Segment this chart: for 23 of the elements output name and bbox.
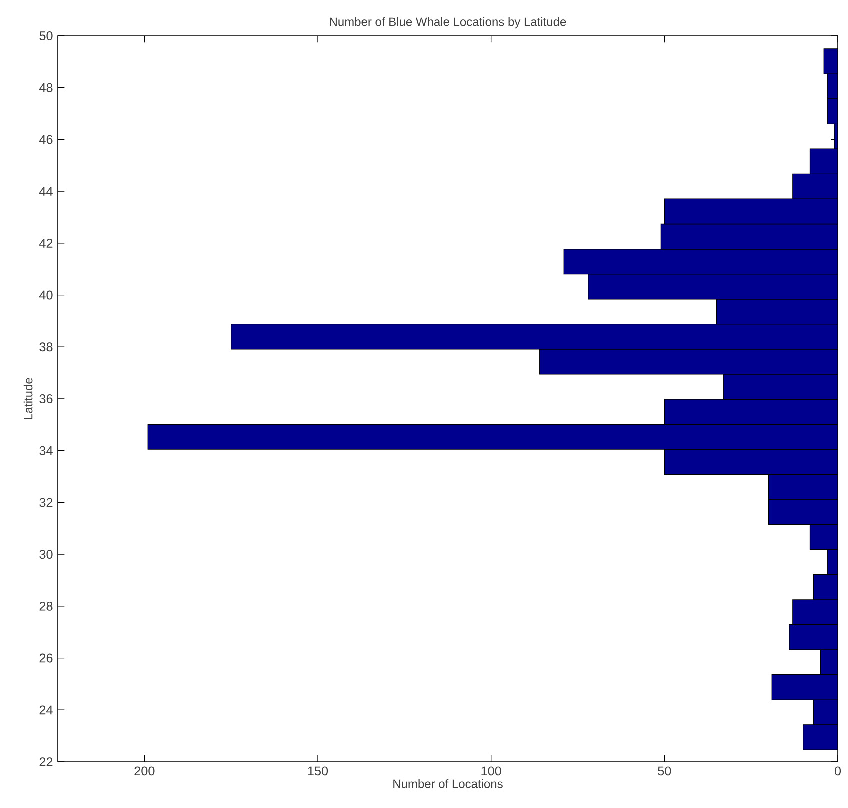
y-tick-label: 40 bbox=[39, 290, 53, 300]
y-tick-label: 34 bbox=[40, 446, 53, 456]
x-tick-label: 150 bbox=[308, 766, 328, 776]
y-axis-title: Latitude bbox=[24, 378, 33, 420]
y-tick-label: 38 bbox=[40, 342, 53, 352]
y-tick-label: 26 bbox=[40, 654, 53, 663]
x-axis-title: Number of Locations bbox=[394, 779, 503, 788]
x-tick-label: 200 bbox=[134, 766, 155, 776]
x-tick-label: 50 bbox=[658, 766, 672, 776]
y-tick-label: 32 bbox=[40, 498, 53, 508]
y-tick-label: 36 bbox=[40, 394, 53, 404]
y-tick-label: 42 bbox=[39, 239, 53, 248]
y-tick-label: 48 bbox=[39, 83, 53, 92]
x-tick-label: 100 bbox=[482, 766, 502, 776]
y-tick-label: 46 bbox=[39, 135, 53, 144]
y-tick-label: 44 bbox=[39, 187, 53, 196]
y-tick-label: 28 bbox=[40, 602, 53, 611]
chart-title: Number of Blue Whale Locations by Latitude bbox=[330, 17, 566, 29]
x-tick-label: 0 bbox=[834, 766, 842, 776]
y-tick-label: 22 bbox=[40, 758, 53, 766]
y-tick-label: 24 bbox=[40, 706, 53, 715]
y-tick-label: 50 bbox=[40, 32, 53, 40]
y-tick-label: 30 bbox=[40, 550, 53, 560]
